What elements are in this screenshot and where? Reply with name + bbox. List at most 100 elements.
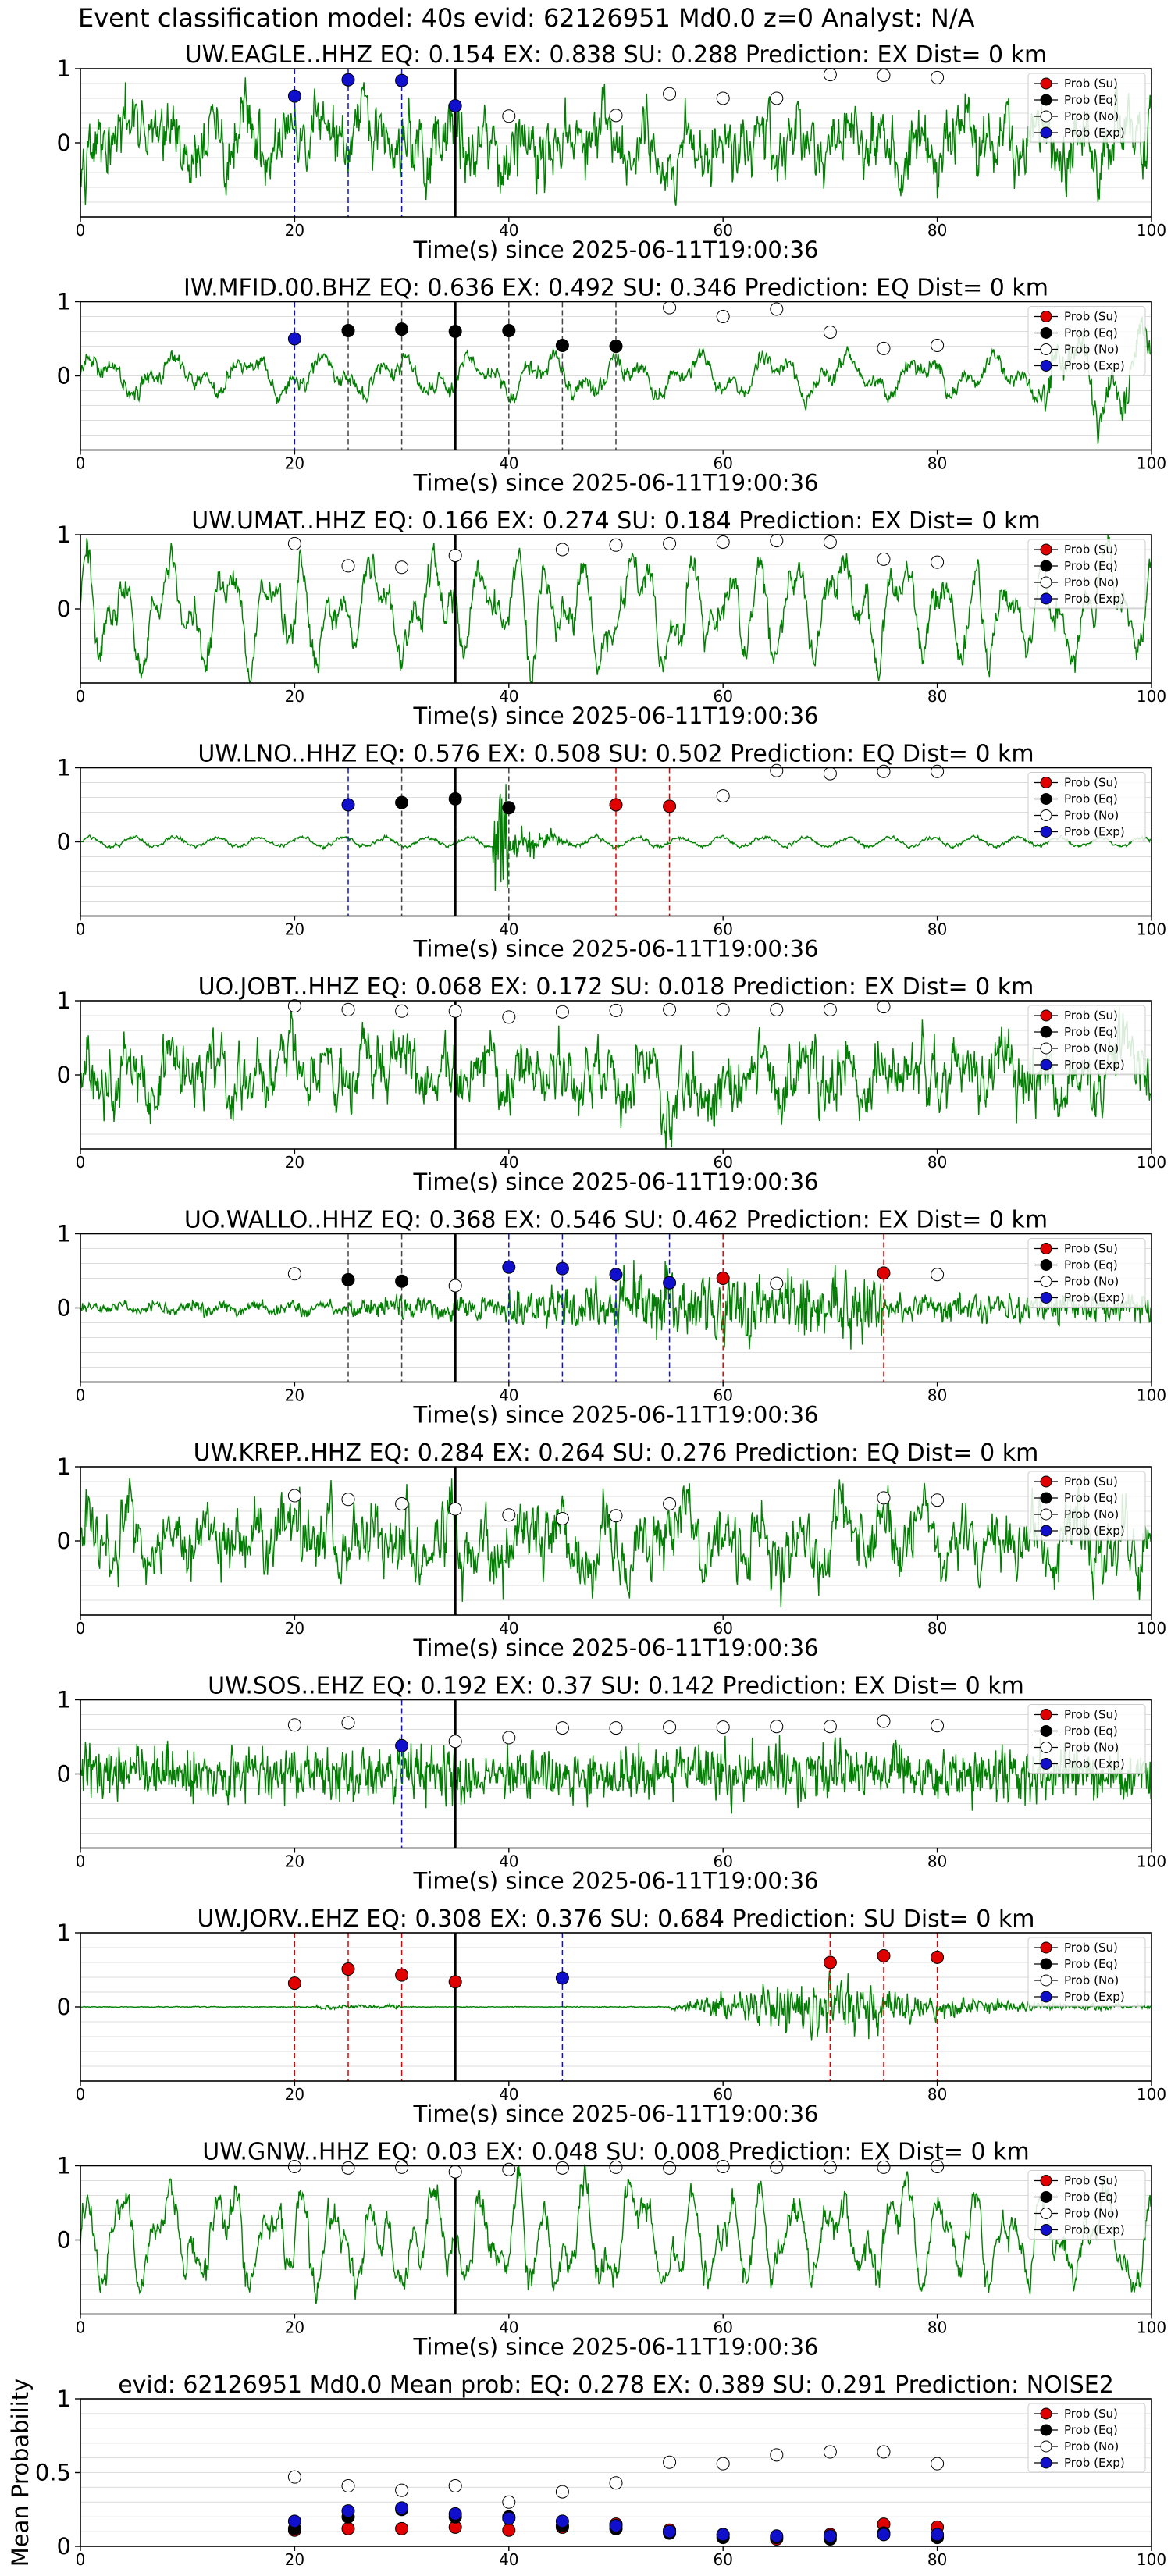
x-tick-label: 0 [76, 920, 86, 939]
x-tick-label: 100 [1137, 454, 1166, 473]
mean-point-exp [502, 2511, 516, 2525]
legend-frame [1027, 1937, 1146, 2007]
legend-label-exp: Prob (Exp) [1064, 359, 1125, 373]
legend-marker-exp [1040, 592, 1052, 605]
prob-marker-no [287, 1267, 301, 1281]
prob-marker-exp [395, 1738, 409, 1752]
legend: Prob (Su) Prob (Eq) Prob (No) Prob (Exp) [1027, 772, 1146, 841]
mean-point-exp [341, 2504, 355, 2518]
legend-marker-eq [1040, 327, 1052, 339]
legend-marker-exp [1040, 1059, 1052, 1071]
x-tick-label: 0 [76, 454, 86, 473]
prob-marker-no [663, 1002, 677, 1016]
prob-marker-no [395, 1004, 409, 1018]
prob-marker-no [502, 1010, 516, 1024]
legend-frame [1027, 2170, 1146, 2240]
prob-marker-exp [448, 99, 462, 112]
x-tick-label: 60 [713, 454, 732, 473]
legend-label-exp: Prob (Exp) [1064, 592, 1125, 606]
mean-point-exp [609, 2519, 623, 2533]
x-axis-label: Time(s) since 2025-06-11T19:00:36 [413, 1169, 819, 1195]
mean-point-exp [448, 2507, 462, 2521]
prob-marker-exp [502, 1260, 516, 1274]
legend-label-exp: Prob (Exp) [1064, 126, 1125, 140]
panel-7: UW.SOS..EHZ EQ: 0.192 EX: 0.37 SU: 0.142… [57, 1673, 1167, 1895]
legend-marker-exp [1040, 1292, 1052, 1304]
x-tick-label: 0 [76, 1153, 86, 1172]
legend-label-no: Prob (No) [1064, 109, 1119, 123]
prob-marker-su [931, 1950, 945, 1964]
legend-marker-su [1040, 1709, 1052, 1720]
legend-frame [1027, 306, 1146, 375]
panel-10: evid: 62126951 Md0.0 Mean prob: EQ: 0.27… [7, 2371, 1166, 2569]
prob-marker-no [341, 2161, 355, 2175]
prob-marker-no [931, 2159, 945, 2173]
prob-marker-no [877, 1491, 891, 1505]
prob-marker-no [395, 560, 409, 575]
prob-marker-no [663, 2161, 677, 2175]
x-axis-label: Time(s) since 2025-06-11T19:00:36 [413, 1402, 819, 1429]
legend-frame [1027, 1704, 1146, 1774]
x-tick-label: 20 [285, 2318, 304, 2337]
y-tick-label: 0 [57, 829, 71, 856]
mean-point-no [555, 2485, 569, 2499]
legend-marker-su [1040, 311, 1052, 322]
prob-marker-su [341, 1962, 355, 1976]
waveform-trace [80, 1260, 1151, 1350]
legend: Prob (Su) Prob (Eq) Prob (No) Prob (Exp) [1027, 1704, 1146, 1774]
x-tick-label: 60 [713, 687, 732, 706]
x-tick-label: 40 [499, 1619, 518, 1638]
prob-marker-no [823, 2160, 837, 2174]
prob-marker-su [877, 1266, 891, 1280]
mean-point-no [341, 2479, 355, 2493]
mean-point-no [663, 2455, 677, 2469]
legend-marker-eq [1040, 1725, 1052, 1737]
mean-point-exp [395, 2501, 409, 2515]
prob-marker-no [555, 1721, 569, 1735]
legend-marker-eq [1040, 793, 1052, 805]
mean-point-no [502, 2495, 516, 2509]
legend-frame [1027, 1005, 1146, 1075]
y-tick-label: 1 [57, 1453, 71, 1480]
prob-marker-no [448, 1279, 462, 1293]
legend-label-exp: Prob (Exp) [1064, 2223, 1125, 2237]
y-tick-label: 1 [57, 987, 71, 1014]
legend-label-eq: Prob (Eq) [1064, 1724, 1118, 1738]
legend-frame [1027, 772, 1146, 841]
legend-label-exp: Prob (Exp) [1064, 1524, 1125, 1538]
mean-point-su [395, 2521, 409, 2535]
prob-marker-eq [395, 322, 409, 336]
legend-marker-exp [1040, 126, 1052, 139]
prob-marker-no [448, 549, 462, 563]
legend-label-exp: Prob (Exp) [1064, 1058, 1125, 1072]
mean-point-exp [663, 2524, 677, 2539]
prob-marker-no [716, 310, 730, 323]
legend: Prob (Su) Prob (Eq) Prob (No) Prob (Exp) [1027, 1005, 1146, 1075]
prob-marker-no [770, 302, 784, 316]
x-tick-label: 80 [927, 1153, 947, 1172]
legend-label-exp: Prob (Exp) [1064, 1757, 1125, 1771]
prob-marker-su [395, 1968, 409, 1982]
x-tick-label: 80 [927, 920, 947, 939]
y-tick-label: 0 [57, 130, 71, 156]
prob-marker-no [287, 1718, 301, 1732]
legend-marker-exp [1040, 2457, 1052, 2469]
legend-marker-su [1040, 543, 1052, 556]
y-tick-label: 1 [57, 1221, 71, 1247]
legend-label-su: Prob (Su) [1064, 1475, 1118, 1489]
x-tick-label: 60 [713, 1153, 732, 1172]
prob-marker-exp [663, 1276, 677, 1290]
x-axis-label: Time(s) since 2025-06-11T19:00:36 [413, 1868, 819, 1895]
x-tick-label: 40 [499, 2085, 518, 2104]
x-tick-label: 80 [927, 687, 947, 706]
prob-marker-no [609, 538, 623, 552]
prob-marker-su [287, 1976, 301, 1991]
prob-marker-no [502, 1731, 516, 1745]
x-tick-label: 0 [76, 1386, 86, 1405]
prob-marker-no [555, 2161, 569, 2175]
x-tick-label: 40 [499, 454, 518, 473]
x-tick-label: 100 [1137, 2550, 1166, 2569]
mean-point-exp [716, 2528, 730, 2542]
panel-title: UO.JOBT..HHZ EQ: 0.068 EX: 0.172 SU: 0.0… [198, 973, 1034, 1001]
prob-marker-no [931, 1493, 945, 1507]
